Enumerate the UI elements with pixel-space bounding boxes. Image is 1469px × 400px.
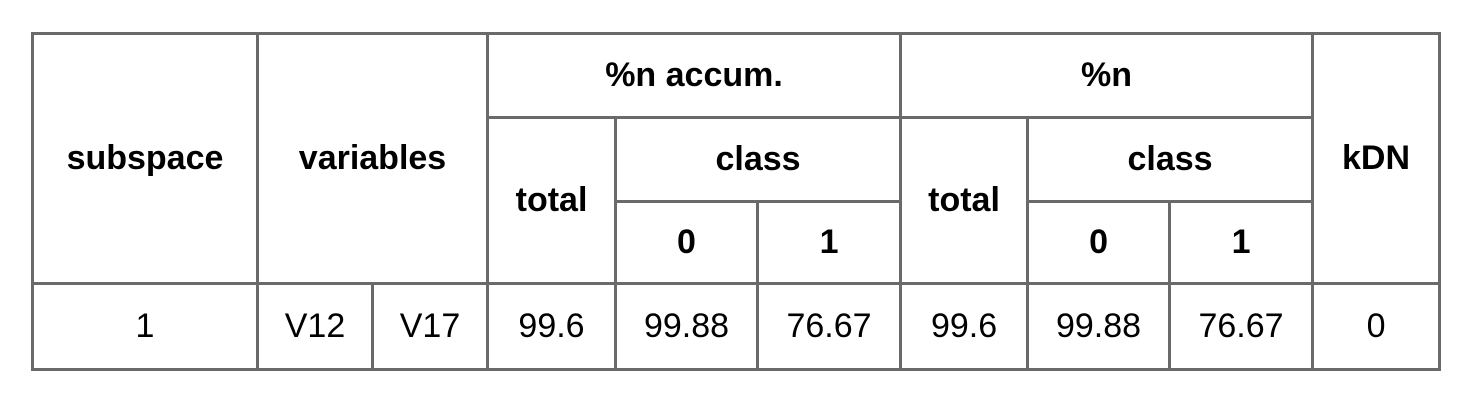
header-row-1: subspace variables %n accum. %n kDN <box>31 32 1442 285</box>
variable-cell: V12 <box>256 282 374 371</box>
header-row-3: 0 1 0 1 <box>33 200 1440 285</box>
n-class-header: class <box>1026 116 1315 203</box>
variables-header: variables <box>255 32 490 285</box>
n-accum-class-0-header: 0 <box>614 200 760 285</box>
subspace-cell: 1 <box>31 282 259 371</box>
kdn-header: kDN <box>1311 32 1442 285</box>
n-class-0-header: 0 <box>1026 200 1172 285</box>
n-accum-class-1-header: 1 <box>756 200 903 285</box>
n-total-cell: 99.6 <box>899 282 1030 371</box>
kdn-cell: 0 <box>1311 282 1442 371</box>
n-class-1-cell: 76.67 <box>1168 282 1315 371</box>
n-class-0-cell: 99.88 <box>1026 282 1172 371</box>
n-accum-class-0-cell: 99.88 <box>614 282 760 371</box>
n-accum-total-cell: 99.6 <box>486 282 618 371</box>
n-accum-total-header: total <box>486 116 618 285</box>
n-accum-class-1-cell: 76.67 <box>756 282 903 371</box>
n-accum-header: %n accum. <box>486 32 903 119</box>
n-total-header: total <box>899 116 1030 285</box>
subspace-header: subspace <box>31 32 259 285</box>
results-table: subspace variables %n accum. %n kDN tota… <box>31 32 1442 371</box>
n-class-1-header: 1 <box>1168 200 1315 285</box>
n-accum-class-header: class <box>614 116 903 203</box>
header-row-2: total class total class <box>33 116 1440 285</box>
table-row: 1 V12 V17 99.6 99.88 76.67 99.6 99.88 76… <box>31 282 1442 371</box>
n-header: %n <box>899 32 1315 119</box>
variable-cell: V17 <box>370 282 490 371</box>
